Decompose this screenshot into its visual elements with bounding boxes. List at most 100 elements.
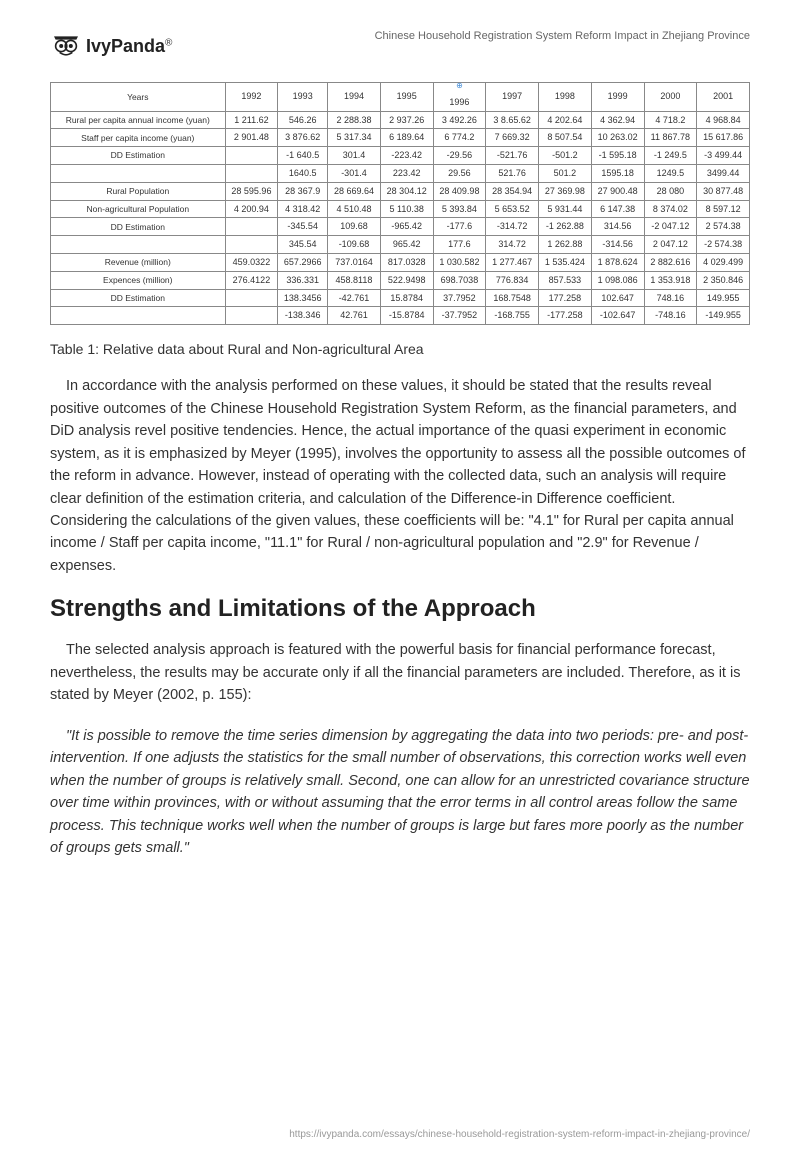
table-header-years: Years xyxy=(51,83,226,112)
table-cell: 1 098.086 xyxy=(591,271,644,289)
table-cell: 3499.44 xyxy=(697,164,750,182)
table-cell: 7 669.32 xyxy=(486,129,539,147)
table-row-label xyxy=(51,307,226,325)
table-header-cell: 1998 xyxy=(539,83,592,112)
table-cell: 4 362.94 xyxy=(591,111,644,129)
table-cell: 501.2 xyxy=(539,164,592,182)
table-header-cell: 1992 xyxy=(225,83,278,112)
table-cell: -177.258 xyxy=(539,307,592,325)
table-cell: -314.56 xyxy=(591,236,644,254)
table-cell: 28 354.94 xyxy=(486,182,539,200)
table-cell: -748.16 xyxy=(644,307,697,325)
table-cell: 28 669.64 xyxy=(328,182,381,200)
table-cell: 2 901.48 xyxy=(225,129,278,147)
table-row-label: Expences (million) xyxy=(51,271,226,289)
table-cell: -521.76 xyxy=(486,147,539,165)
paragraph-1: In accordance with the analysis performe… xyxy=(50,375,750,577)
table-cell xyxy=(225,164,278,182)
table-cell: 138.3456 xyxy=(278,289,328,307)
table-caption: Table 1: Relative data about Rural and N… xyxy=(50,341,750,357)
table-cell: 3 492.26 xyxy=(433,111,486,129)
table-cell: 737.0164 xyxy=(328,253,381,271)
table-cell: 1640.5 xyxy=(278,164,328,182)
table-row-label: Rural Population xyxy=(51,182,226,200)
table-cell: -345.54 xyxy=(278,218,328,236)
table-cell: 5 931.44 xyxy=(539,200,592,218)
table-cell: 177.6 xyxy=(433,236,486,254)
table-cell: 2 288.38 xyxy=(328,111,381,129)
logo: IvyPanda® xyxy=(50,30,172,62)
table-header-cell: 2001 xyxy=(697,83,750,112)
table-cell: 177.258 xyxy=(539,289,592,307)
table-cell: -149.955 xyxy=(697,307,750,325)
table-header-cell: ⊕1996 xyxy=(433,83,486,112)
table-cell: 109.68 xyxy=(328,218,381,236)
table-cell: 1595.18 xyxy=(591,164,644,182)
table-cell: -1 595.18 xyxy=(591,147,644,165)
table-cell: 3 876.62 xyxy=(278,129,328,147)
data-table: Years1992199319941995⊕199619971998199920… xyxy=(50,82,750,325)
table-cell: 28 367.9 xyxy=(278,182,328,200)
table-cell: 4 029.499 xyxy=(697,253,750,271)
table-cell: 168.7548 xyxy=(486,289,539,307)
table-cell: 1 535.424 xyxy=(539,253,592,271)
table-cell: 8 507.54 xyxy=(539,129,592,147)
table-cell: 4 968.84 xyxy=(697,111,750,129)
table-row-label: Staff per capita income (yuan) xyxy=(51,129,226,147)
table-row-label: Revenue (million) xyxy=(51,253,226,271)
table-cell: -15.8784 xyxy=(380,307,433,325)
table-cell: 3 8.65.62 xyxy=(486,111,539,129)
table-cell xyxy=(225,218,278,236)
table-cell: 4 718.2 xyxy=(644,111,697,129)
table-cell: 521.76 xyxy=(486,164,539,182)
table-cell: 30 877.48 xyxy=(697,182,750,200)
section-heading: Strengths and Limitations of the Approac… xyxy=(50,595,750,623)
table-cell: 336.331 xyxy=(278,271,328,289)
logo-text: IvyPanda® xyxy=(86,36,172,57)
table-cell: 314.56 xyxy=(591,218,644,236)
table-row-label xyxy=(51,164,226,182)
table-cell: -1 640.5 xyxy=(278,147,328,165)
table-cell: 28 595.96 xyxy=(225,182,278,200)
table-cell: -109.68 xyxy=(328,236,381,254)
table-cell: -168.755 xyxy=(486,307,539,325)
table-cell: -138.346 xyxy=(278,307,328,325)
table-cell: 27 900.48 xyxy=(591,182,644,200)
table-cell: 657.2966 xyxy=(278,253,328,271)
table-cell: 2 047.12 xyxy=(644,236,697,254)
table-cell: -314.72 xyxy=(486,218,539,236)
table-cell xyxy=(225,147,278,165)
table-cell: -29.56 xyxy=(433,147,486,165)
table-cell: 28 304.12 xyxy=(380,182,433,200)
table-header-cell: 1995 xyxy=(380,83,433,112)
page-header: IvyPanda® Chinese Household Registration… xyxy=(50,30,750,62)
table-cell: 5 393.84 xyxy=(433,200,486,218)
table-cell: 29.56 xyxy=(433,164,486,182)
table-cell: 2 574.38 xyxy=(697,218,750,236)
table-cell: -965.42 xyxy=(380,218,433,236)
table-cell: -3 499.44 xyxy=(697,147,750,165)
table-cell: 42.761 xyxy=(328,307,381,325)
table-header-cell: 1997 xyxy=(486,83,539,112)
table-cell xyxy=(225,289,278,307)
table-cell: 28 409.98 xyxy=(433,182,486,200)
table-cell: 965.42 xyxy=(380,236,433,254)
table-cell: -501.2 xyxy=(539,147,592,165)
table-cell: 459.0322 xyxy=(225,253,278,271)
block-quote: "It is possible to remove the time serie… xyxy=(50,725,750,860)
table-cell: 748.16 xyxy=(644,289,697,307)
table-cell: 37.7952 xyxy=(433,289,486,307)
footer-url: https://ivypanda.com/essays/chinese-hous… xyxy=(289,1129,750,1140)
owl-icon xyxy=(50,30,82,62)
table-cell: 5 110.38 xyxy=(380,200,433,218)
table-cell: -223.42 xyxy=(380,147,433,165)
table-cell: 28 080 xyxy=(644,182,697,200)
table-cell: 2 350.846 xyxy=(697,271,750,289)
table-cell: 546.26 xyxy=(278,111,328,129)
table-cell: 102.647 xyxy=(591,289,644,307)
table-cell: 1 262.88 xyxy=(539,236,592,254)
table-cell: 223.42 xyxy=(380,164,433,182)
table-cell: 27 369.98 xyxy=(539,182,592,200)
table-cell: 1249.5 xyxy=(644,164,697,182)
table-header-cell: 1994 xyxy=(328,83,381,112)
